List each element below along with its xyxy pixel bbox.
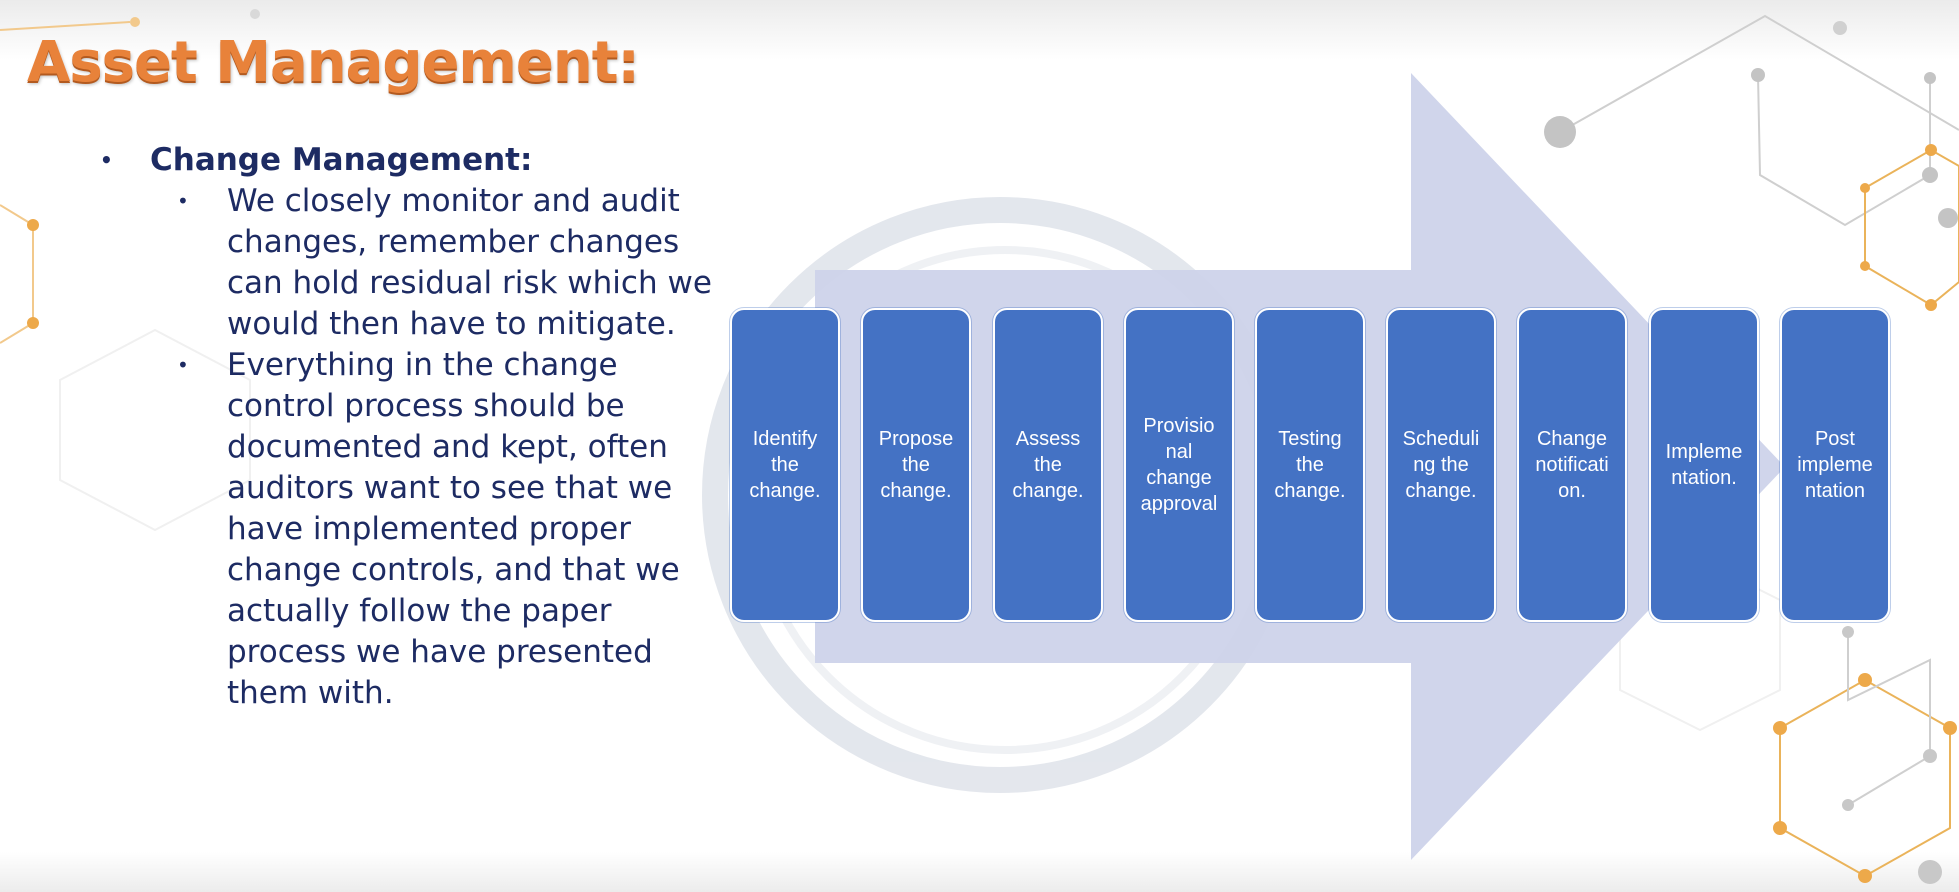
- step-notification: Change notificati on.: [1517, 308, 1627, 622]
- node-dot: [27, 317, 39, 329]
- right-grey-network: [1559, 14, 1959, 227]
- point-text: We closely monitor and audit changes, re…: [227, 183, 712, 342]
- point-text: Everything in the change control process…: [227, 347, 680, 711]
- point-item: • We closely monitor and audit changes, …: [100, 181, 720, 345]
- slide-title: Asset Management:: [27, 30, 640, 95]
- section-heading-item: • Change Management:: [100, 140, 720, 181]
- step-provisional-approval: Provisio nal change approval: [1124, 308, 1234, 622]
- step-implementation: Impleme ntation.: [1649, 308, 1759, 622]
- step-post-implementation: Post impleme ntation: [1780, 308, 1890, 622]
- step-testing: Testing the change.: [1255, 308, 1365, 622]
- step-assess: Assess the change.: [993, 308, 1103, 622]
- point-item: • Everything in the change control proce…: [100, 345, 720, 714]
- bullet-content: • Change Management: • We closely monito…: [100, 140, 720, 714]
- bullet-marker: •: [177, 353, 189, 377]
- node-dot: [27, 219, 39, 231]
- top-gradient: [0, 0, 1959, 60]
- left-orange-network: [0, 21, 131, 344]
- step-identify: Identify the change.: [730, 308, 840, 622]
- bullet-marker: •: [100, 148, 113, 172]
- step-scheduling: Scheduli ng the change.: [1386, 308, 1496, 622]
- bullet-marker: •: [177, 189, 189, 213]
- section-heading: Change Management:: [150, 142, 533, 178]
- step-propose: Propose the change.: [861, 308, 971, 622]
- bottom-gradient: [0, 852, 1959, 892]
